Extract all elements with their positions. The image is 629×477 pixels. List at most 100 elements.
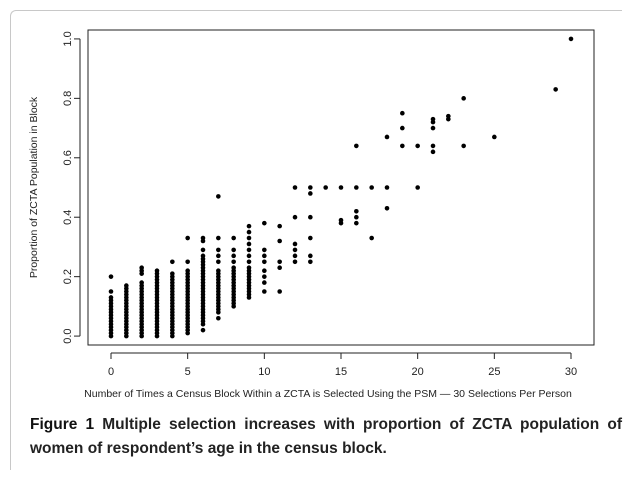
data-point: [216, 194, 221, 199]
data-point: [246, 247, 252, 253]
data-point: [277, 259, 282, 265]
data-point: [415, 143, 420, 149]
data-point: [170, 271, 175, 276]
data-point: [246, 229, 252, 235]
data-point: [246, 265, 252, 271]
data-point: [568, 36, 574, 42]
y-tick-label-5: 1.0: [62, 31, 74, 46]
data-point: [292, 253, 298, 259]
data-point: [369, 185, 374, 190]
figure-frame: [10, 10, 622, 470]
data-point: [308, 185, 313, 190]
data-point: [292, 214, 298, 220]
data-point: [338, 185, 344, 190]
data-point: [216, 247, 221, 253]
data-point: [262, 268, 267, 274]
x-tick-label-30: 30: [565, 366, 577, 378]
y-tick-label-0: 0.0: [62, 328, 74, 343]
data-point: [246, 259, 252, 265]
data-point: [262, 280, 267, 285]
data-point: [384, 206, 390, 211]
y-axis-label: Proportion of ZCTA Population in Block: [28, 96, 40, 278]
data-point: [216, 259, 221, 265]
data-point: [308, 259, 313, 265]
data-point: [308, 214, 313, 220]
data-point: [277, 223, 282, 229]
data-point: [430, 143, 436, 149]
data-point: [277, 238, 282, 244]
data-point: [246, 241, 252, 247]
data-point: [185, 259, 190, 265]
data-point: [139, 265, 144, 271]
data-point: [262, 247, 267, 253]
figure-caption: Figure 1 Multiple selection increases wi…: [30, 413, 622, 461]
data-point: [461, 143, 466, 149]
y-tick-label-4: 0.8: [62, 91, 74, 106]
data-point: [124, 283, 129, 288]
data-point: [216, 268, 221, 274]
data-point: [262, 274, 267, 279]
x-tick-label-20: 20: [412, 366, 424, 378]
data-point: [308, 235, 313, 241]
data-point: [369, 235, 374, 241]
data-point: [200, 247, 206, 253]
figure-label: Figure 1: [30, 416, 95, 433]
data-point: [354, 143, 359, 149]
data-point: [354, 185, 359, 190]
data-point: [292, 185, 298, 190]
y-tick-label-2: 0.4: [62, 210, 74, 225]
y-tick-label-1: 0.2: [62, 269, 74, 284]
data-point: [492, 134, 497, 140]
data-point: [277, 265, 282, 271]
data-point: [139, 280, 144, 285]
plot-box: [87, 29, 595, 346]
data-point: [108, 289, 114, 294]
data-point: [216, 315, 221, 321]
data-point: [430, 149, 436, 155]
data-point: [553, 87, 558, 92]
data-point: [292, 241, 298, 247]
data-point: [308, 191, 313, 196]
data-point: [185, 235, 190, 241]
caption-text: Multiple selection increases with propor…: [30, 416, 622, 457]
data-point: [354, 220, 359, 226]
data-point: [292, 247, 298, 253]
x-tick-label-25: 25: [488, 366, 500, 378]
data-point: [308, 253, 313, 259]
plot-area: 0 5 10 15 20 25 30 0.0 0.2 0.4 0.6 0.8 1.0: [62, 29, 595, 378]
data-point: [354, 208, 359, 214]
x-tick-label-5: 5: [185, 366, 191, 378]
data-point: [262, 289, 267, 294]
data-point: [354, 214, 359, 220]
data-point: [246, 253, 252, 259]
scatter-chart: 0 5 10 15 20 25 30 0.0 0.2 0.4 0.6 0.8 1.0 Proportio…: [28, 29, 595, 400]
y-tick-label-3: 0.6: [62, 150, 74, 165]
x-tick-label-10: 10: [258, 366, 270, 378]
data-point: [246, 223, 252, 229]
data-point: [231, 265, 236, 271]
data-point: [400, 143, 405, 149]
data-point: [200, 235, 206, 241]
data-point: [338, 217, 344, 223]
data-point: [430, 116, 436, 122]
x-axis-label: Number of Times a Census Block Within a …: [84, 388, 572, 400]
data-point: [231, 253, 236, 259]
data-point: [108, 274, 114, 279]
data-point: [461, 96, 466, 101]
data-point: [384, 185, 390, 190]
data-point: [446, 113, 451, 119]
data-point: [262, 220, 267, 226]
x-tick-label-0: 0: [108, 366, 114, 378]
data-point: [277, 289, 282, 294]
data-point: [200, 327, 206, 333]
data-point: [231, 235, 236, 241]
data-point: [384, 134, 390, 140]
data-point: [246, 235, 252, 241]
data-point: [262, 259, 267, 265]
data-point: [292, 259, 298, 265]
data-point: [216, 235, 221, 241]
data-point: [185, 268, 190, 274]
data-point: [216, 253, 221, 259]
data-point: [430, 125, 436, 131]
data-point: [170, 259, 175, 265]
